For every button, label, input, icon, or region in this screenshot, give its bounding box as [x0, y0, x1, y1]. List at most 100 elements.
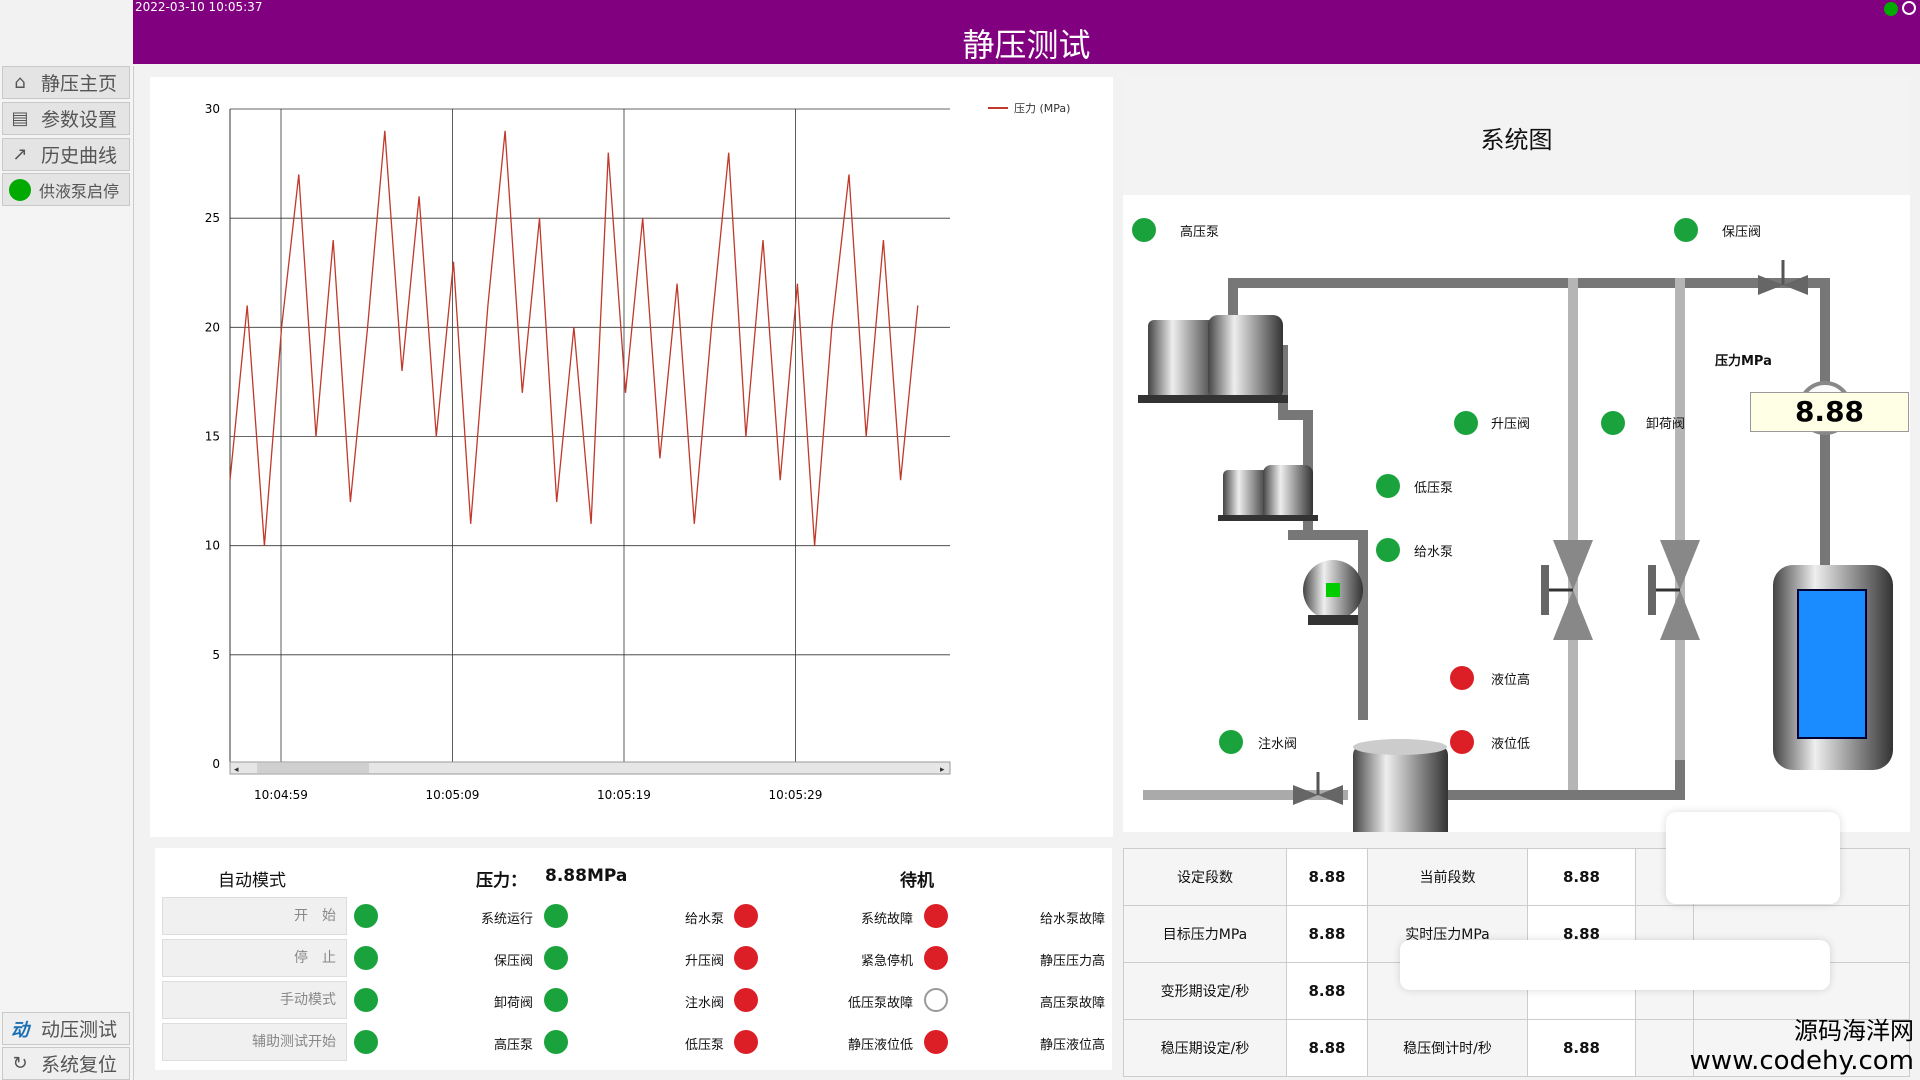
- indicator-dot: [354, 1030, 378, 1054]
- status-dot-icon: [9, 178, 31, 201]
- dynamic-logo-icon: 动: [11, 1019, 29, 1041]
- status-label: 系统运行: [480, 912, 533, 927]
- status-label: 卸荷阀: [493, 996, 533, 1011]
- indicator-hold-valve: [1674, 218, 1698, 242]
- sidebar-item-label: 历史曲线: [41, 145, 118, 167]
- legend: 压力 (MPa): [988, 102, 1070, 115]
- pressure-readout-value: 8.88MPa: [545, 866, 628, 886]
- y-tick-label: 5: [212, 648, 220, 662]
- indicator-dot: [734, 946, 758, 970]
- scroll-left-icon[interactable]: ◂: [234, 765, 239, 775]
- sidebar-item-label: 系统复位: [41, 1054, 118, 1076]
- indicator-high-pressure-pump: [1132, 218, 1156, 242]
- x-tick-label: 10:04:59: [254, 788, 308, 802]
- status-label: 高压泵: [493, 1038, 533, 1053]
- status-label: 注水阀: [684, 996, 724, 1011]
- indicator-dot: [544, 988, 568, 1012]
- low-pressure-pump: [1218, 465, 1318, 521]
- settings-file-icon: ▤: [11, 108, 29, 129]
- manual-mode-button[interactable]: 手动模式: [162, 981, 347, 1019]
- param-value: 8.88: [1286, 1019, 1368, 1077]
- x-tick-label: 10:05:09: [426, 788, 480, 802]
- status-label: 系统故障: [860, 912, 913, 927]
- label-low-pressure-pump: 低压泵: [1414, 481, 1454, 496]
- label-boost-valve: 升压阀: [1491, 417, 1531, 432]
- watermark-line2: www.codehy.com: [1689, 1046, 1914, 1076]
- param-value: 8.88: [1286, 962, 1368, 1020]
- popup-overlay: [1666, 812, 1840, 904]
- table-cell-empty: [1693, 1019, 1910, 1077]
- machine-state: 待机: [900, 871, 934, 891]
- watermark: 源码海洋网 www.codehy.com: [1690, 1011, 1914, 1076]
- label-inject-valve: 注水阀: [1258, 737, 1298, 752]
- mode-label: 自动模式: [218, 871, 286, 891]
- sidebar-item-params[interactable]: ▤ 参数设置: [2, 102, 130, 135]
- indicator-dot: [734, 988, 758, 1012]
- sidebar-item-label: 动压测试: [41, 1019, 118, 1041]
- scrollbar-track[interactable]: [229, 761, 951, 775]
- chart-scrollbar[interactable]: ◂ ▸: [229, 761, 951, 775]
- param-label: 稳压期设定/秒: [1123, 1019, 1287, 1077]
- status-label: 低压泵: [684, 1038, 724, 1053]
- x-tick-label: 10:05:19: [597, 788, 651, 802]
- x-tick-label: 10:05:29: [769, 788, 823, 802]
- pressure-chart: 0 5 10 15 20 25 30 10:04:59 10:05:09 10:05:19 10:…: [205, 102, 1071, 802]
- status-label: 静压液位高: [1039, 1038, 1105, 1053]
- status-label: 保压阀: [493, 954, 533, 969]
- sidebar-item-history[interactable]: ↗ 历史曲线: [2, 138, 130, 171]
- indicator-dot: [354, 904, 378, 928]
- scroll-right-icon[interactable]: ▸: [940, 765, 945, 775]
- sidebar-item-reset[interactable]: ↻ 系统复位: [2, 1047, 130, 1080]
- status-label: 高压泵故障: [1039, 996, 1105, 1011]
- indicator-dot: [544, 1030, 568, 1054]
- sidebar-item-static-home[interactable]: ⌂ 静压主页: [2, 66, 130, 99]
- status-label: 低压泵故障: [847, 996, 913, 1011]
- popup-overlay: [1400, 940, 1830, 990]
- watermark-line1: 源码海洋网: [1794, 1017, 1914, 1045]
- status-label: 静压液位低: [847, 1038, 913, 1053]
- valve-hold: [1758, 260, 1808, 295]
- sidebar-item-supply-pump[interactable]: 供液泵启停: [2, 173, 130, 206]
- indicator-low-pressure-pump: [1376, 474, 1400, 498]
- pressure-readout-label: 压力：: [476, 871, 527, 891]
- indicator-dot: [924, 988, 948, 1012]
- status-label: 升压阀: [684, 954, 724, 969]
- indicator-dot: [924, 946, 948, 970]
- table-cell-empty: [1635, 1019, 1694, 1077]
- table-row: 稳压期设定/秒 8.88 稳压倒计时/秒 8.88: [1123, 1019, 1910, 1077]
- status-label: 静压压力高: [1039, 954, 1105, 969]
- label-level-low: 液位低: [1491, 737, 1531, 752]
- status-label: 紧急停机: [860, 954, 913, 969]
- y-tick-label: 20: [205, 320, 220, 334]
- water-tank: [1353, 739, 1448, 832]
- feed-pump: [1303, 560, 1363, 625]
- home-icon: ⌂: [14, 72, 26, 93]
- series-line-pressure: [229, 130, 919, 546]
- start-button[interactable]: 开 始: [162, 897, 347, 935]
- sidebar-item-label: 参数设置: [41, 109, 118, 131]
- param-label: 变形期设定/秒: [1123, 962, 1287, 1020]
- aux-test-start-button[interactable]: 辅助测试开始: [162, 1023, 347, 1061]
- legend-label: 压力 (MPa): [1014, 102, 1070, 115]
- valve-inject: [1293, 772, 1343, 805]
- sidebar-item-dynamic-test[interactable]: 动 动压测试: [2, 1012, 130, 1045]
- indicator-boost-valve: [1454, 411, 1478, 435]
- history-chart-icon: ↗: [12, 144, 28, 165]
- status-dot-icon: [1884, 2, 1898, 16]
- label-high-pressure-pump: 高压泵: [1180, 225, 1220, 240]
- label-hold-valve: 保压阀: [1722, 225, 1762, 240]
- system-diagram-title: 系统图: [1480, 126, 1553, 154]
- indicator-dot: [354, 946, 378, 970]
- indicator-dot: [734, 1030, 758, 1054]
- process-diagram: [1138, 260, 1893, 832]
- label-feed-pump: 给水泵: [1414, 545, 1454, 560]
- sidebar-item-label: 静压主页: [41, 73, 118, 95]
- test-vessel: [1773, 565, 1893, 770]
- power-icon[interactable]: [1902, 1, 1916, 15]
- label-unload-valve: 卸荷阀: [1646, 417, 1686, 432]
- indicator-dot: [354, 988, 378, 1012]
- valve-boost: [1541, 540, 1593, 640]
- sidebar: ⌂ 静压主页 ▤ 参数设置 ↗ 历史曲线 供液泵启停 动 动压测试 ↻ 系统复位: [0, 66, 134, 1080]
- scrollbar-thumb[interactable]: [257, 763, 369, 773]
- stop-button[interactable]: 停 止: [162, 939, 347, 977]
